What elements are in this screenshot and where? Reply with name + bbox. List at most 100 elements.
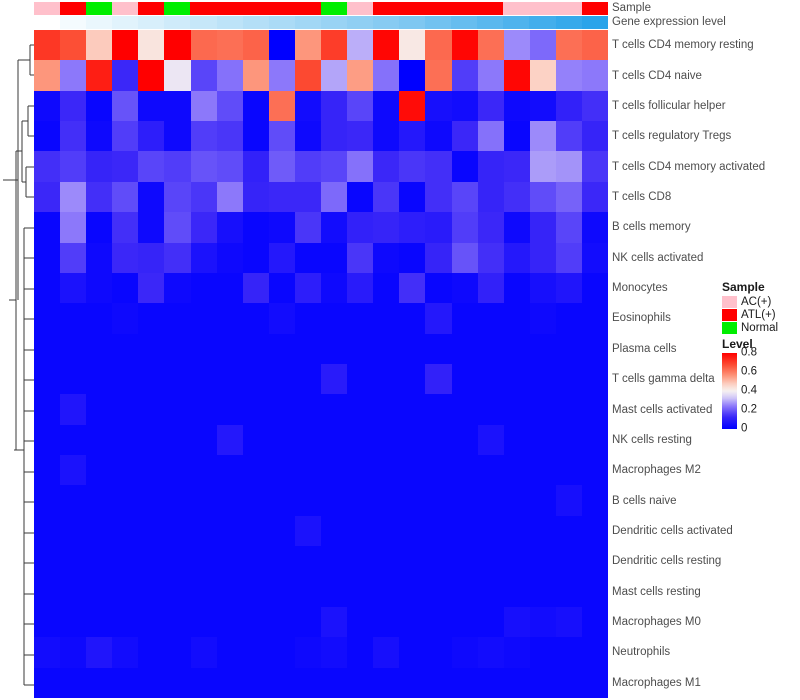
heatmap-cell	[190, 363, 217, 395]
row-label: NK cells activated	[612, 251, 704, 264]
heatmap-cell	[373, 60, 400, 91]
level-tick-label: 0.8	[741, 346, 757, 359]
heatmap-cell	[555, 667, 582, 698]
row-label: T cells gamma delta	[612, 373, 715, 386]
heatmap-cell	[86, 212, 113, 243]
heatmap-cell	[86, 60, 113, 91]
heatmap-cell	[321, 667, 348, 698]
row-label: Eosinophils	[612, 312, 671, 325]
heatmap-cell	[347, 455, 374, 486]
heatmap-cell	[112, 637, 139, 668]
heatmap-cell	[581, 546, 609, 577]
heatmap-cell	[138, 60, 165, 91]
heatmap-cell	[373, 90, 400, 122]
heatmap-cell	[425, 151, 452, 182]
heatmap-cell	[268, 363, 295, 395]
heatmap-cell	[581, 30, 609, 61]
heatmap-cell	[503, 151, 530, 182]
heatmap-cell	[529, 485, 556, 516]
heatmap-cell	[242, 485, 269, 516]
heatmap-cell	[503, 576, 530, 607]
heatmap-cell	[425, 30, 452, 61]
heatmap-cell	[555, 303, 582, 334]
heatmap-cell	[86, 242, 113, 273]
heatmap-cell	[190, 546, 217, 577]
heatmap-cell	[164, 546, 191, 577]
sample-legend-item: ATL(+)	[722, 309, 778, 321]
heatmap-cell	[138, 121, 165, 152]
annotation-cell	[34, 16, 61, 29]
heatmap-cell	[138, 606, 165, 638]
heatmap-cell	[86, 151, 113, 182]
heatmap-cell	[321, 181, 348, 213]
heatmap-cell	[242, 637, 269, 668]
heatmap-cell	[190, 212, 217, 243]
row-label: Neutrophils	[612, 646, 671, 659]
heatmap-cell	[321, 546, 348, 577]
heatmap-cell	[216, 576, 243, 607]
heatmap-cell	[399, 394, 426, 425]
heatmap-cell	[477, 121, 504, 152]
heatmap-cell	[164, 242, 191, 273]
heatmap-cell	[216, 424, 243, 456]
heatmap-cell	[399, 333, 426, 364]
heatmap-cell	[555, 60, 582, 91]
heatmap-cell	[555, 363, 582, 395]
row-label-column: T cells CD4 memory resting T cells CD4 na…	[612, 30, 800, 698]
heatmap-cell	[451, 515, 478, 547]
heatmap-cell	[294, 242, 322, 273]
row-label: Mast cells activated	[612, 403, 713, 416]
heatmap-cell	[190, 303, 217, 334]
heatmap-cell	[425, 303, 452, 334]
heatmap-cell	[294, 394, 322, 425]
heatmap-cell	[164, 303, 191, 334]
heatmap-cell	[190, 121, 217, 152]
heatmap-cell	[477, 181, 504, 213]
heatmap-cell	[503, 606, 530, 638]
heatmap-cell	[373, 424, 400, 456]
heatmap-cell	[451, 485, 478, 516]
heatmap-cell	[477, 485, 504, 516]
heatmap-cell	[581, 121, 609, 152]
heatmap-cell	[503, 394, 530, 425]
heatmap-cell	[86, 576, 113, 607]
heatmap-cell	[321, 30, 348, 61]
heatmap-cell	[555, 212, 582, 243]
heatmap-cell	[399, 455, 426, 486]
annotation-cell	[86, 16, 113, 29]
annotation-cell	[529, 16, 556, 29]
heatmap-cell	[581, 606, 609, 638]
heatmap-cell	[268, 515, 295, 547]
heatmap-cell	[425, 606, 452, 638]
heatmap-cell	[347, 394, 374, 425]
heatmap-cell	[138, 212, 165, 243]
heatmap-cell	[503, 546, 530, 577]
row-dendrogram	[0, 30, 34, 698]
heatmap-cell	[242, 333, 269, 364]
heatmap-row	[34, 485, 609, 516]
heatmap-cell	[112, 212, 139, 243]
heatmap-cell	[373, 667, 400, 698]
heatmap-cell	[34, 606, 61, 638]
heatmap-cell	[242, 303, 269, 334]
annotation-cell	[346, 2, 374, 15]
heatmap-cell	[86, 485, 113, 516]
heatmap-cell	[112, 121, 139, 152]
heatmap-cell	[112, 485, 139, 516]
heatmap-cell	[503, 333, 530, 364]
heatmap-cell	[321, 576, 348, 607]
heatmap-cell	[347, 60, 374, 91]
heatmap-cell	[451, 212, 478, 243]
heatmap-cell	[503, 181, 530, 213]
heatmap-cell	[216, 363, 243, 395]
heatmap-cell	[321, 515, 348, 547]
heatmap-cell	[477, 242, 504, 273]
heatmap-cell	[294, 60, 322, 91]
heatmap-cell	[294, 455, 322, 486]
heatmap-cell	[425, 576, 452, 607]
heatmap-cell	[294, 181, 322, 213]
annotation-cell	[164, 16, 191, 29]
heatmap-cell	[294, 303, 322, 334]
heatmap-cell	[373, 303, 400, 334]
heatmap-cell	[34, 485, 61, 516]
